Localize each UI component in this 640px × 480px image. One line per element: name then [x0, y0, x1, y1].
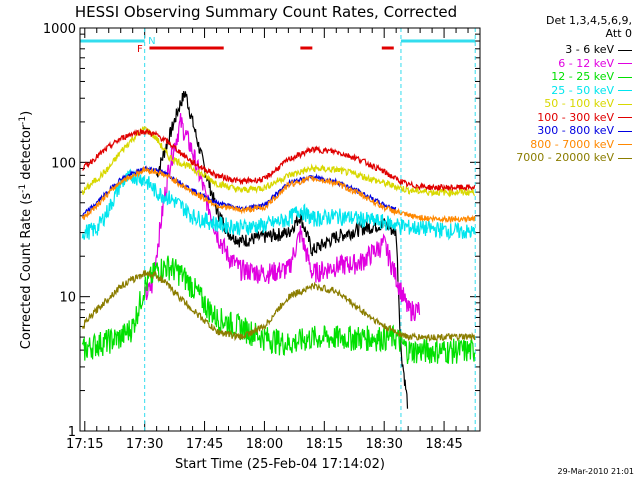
y-axis-label: Corrected Count Rate (s-1 detector-1)	[18, 111, 34, 349]
legend-swatch	[618, 76, 632, 78]
legend-entry: 50 - 100 keV	[544, 97, 632, 110]
legend-entry-label: 7000 - 20000 keV	[516, 151, 614, 164]
legend-entry-label: 3 - 6 keV	[565, 43, 614, 56]
series-line-3	[81, 168, 476, 241]
legend-swatch	[618, 63, 632, 64]
legend: Det 1,3,4,5,6,9, Att 0 3 - 6 keV 6 - 12 k…	[480, 14, 640, 214]
x-axis-label: Start Time (25-Feb-04 17:14:02)	[175, 457, 385, 472]
x-tick-label: 18:00	[246, 437, 283, 452]
legend-header-line2: Att 0	[605, 27, 632, 40]
legend-entry: 7000 - 20000 keV	[516, 151, 632, 164]
legend-entry-label: 800 - 7000 keV	[530, 137, 614, 151]
legend-entry: 100 - 300 keV	[537, 111, 632, 124]
series-line-8	[81, 270, 476, 343]
flare-flag-label: F	[137, 44, 143, 55]
legend-swatch	[618, 144, 632, 145]
legend-swatch	[618, 49, 632, 51]
legend-entry: 12 - 25 keV	[551, 70, 632, 83]
series-line-1	[144, 113, 421, 322]
plot-frame	[79, 27, 481, 432]
x-tick-label: 17:30	[126, 437, 163, 452]
legend-entry-label: 100 - 300 keV	[537, 110, 614, 124]
series-line-7	[81, 165, 476, 224]
legend-swatch	[618, 157, 632, 159]
legend-entry-label: 50 - 100 keV	[544, 97, 614, 110]
legend-entry: 6 - 12 keV	[558, 57, 632, 70]
legend-header-line1: Det 1,3,4,5,6,9,	[545, 14, 632, 27]
legend-entry: 300 - 800 keV	[537, 124, 632, 137]
x-tick-label: 18:30	[365, 437, 402, 452]
night-flag-label: N	[148, 36, 155, 47]
legend-entry: 3 - 6 keV	[565, 43, 632, 56]
series-line-0	[156, 91, 409, 409]
plot-area: 1 10 100 1000 17:15 17:30 17:45 18:00 18:15 18:30…	[43, 22, 480, 452]
y-tick-label: 1	[68, 425, 76, 440]
legend-swatch	[618, 130, 632, 132]
x-tick-label: 17:15	[66, 437, 103, 452]
x-tick-label: 17:45	[186, 437, 223, 452]
y-tick-label: 100	[51, 156, 76, 171]
footer-date: 29-Mar-2010 21:01	[558, 467, 635, 476]
legend-swatch	[618, 117, 632, 118]
y-tick-label: 1000	[43, 22, 76, 37]
y-tick-label: 10	[59, 291, 76, 306]
x-tick-label: 18:45	[425, 437, 462, 452]
series-line-5	[82, 127, 476, 192]
series-line-4	[81, 126, 476, 198]
legend-entry-label: 300 - 800 keV	[537, 124, 614, 137]
legend-entry: 25 - 50 keV	[551, 84, 632, 97]
legend-entry: 800 - 7000 keV	[530, 138, 632, 151]
legend-swatch	[618, 90, 632, 91]
legend-entry-label: 6 - 12 keV	[558, 56, 614, 70]
legend-entry-label: 25 - 50 keV	[551, 83, 614, 97]
x-tick-label: 18:15	[306, 437, 343, 452]
legend-entry-label: 12 - 25 keV	[551, 70, 614, 83]
chart-title: HESSI Observing Summary Count Rates, Cor…	[75, 3, 457, 21]
legend-swatch	[618, 103, 632, 105]
